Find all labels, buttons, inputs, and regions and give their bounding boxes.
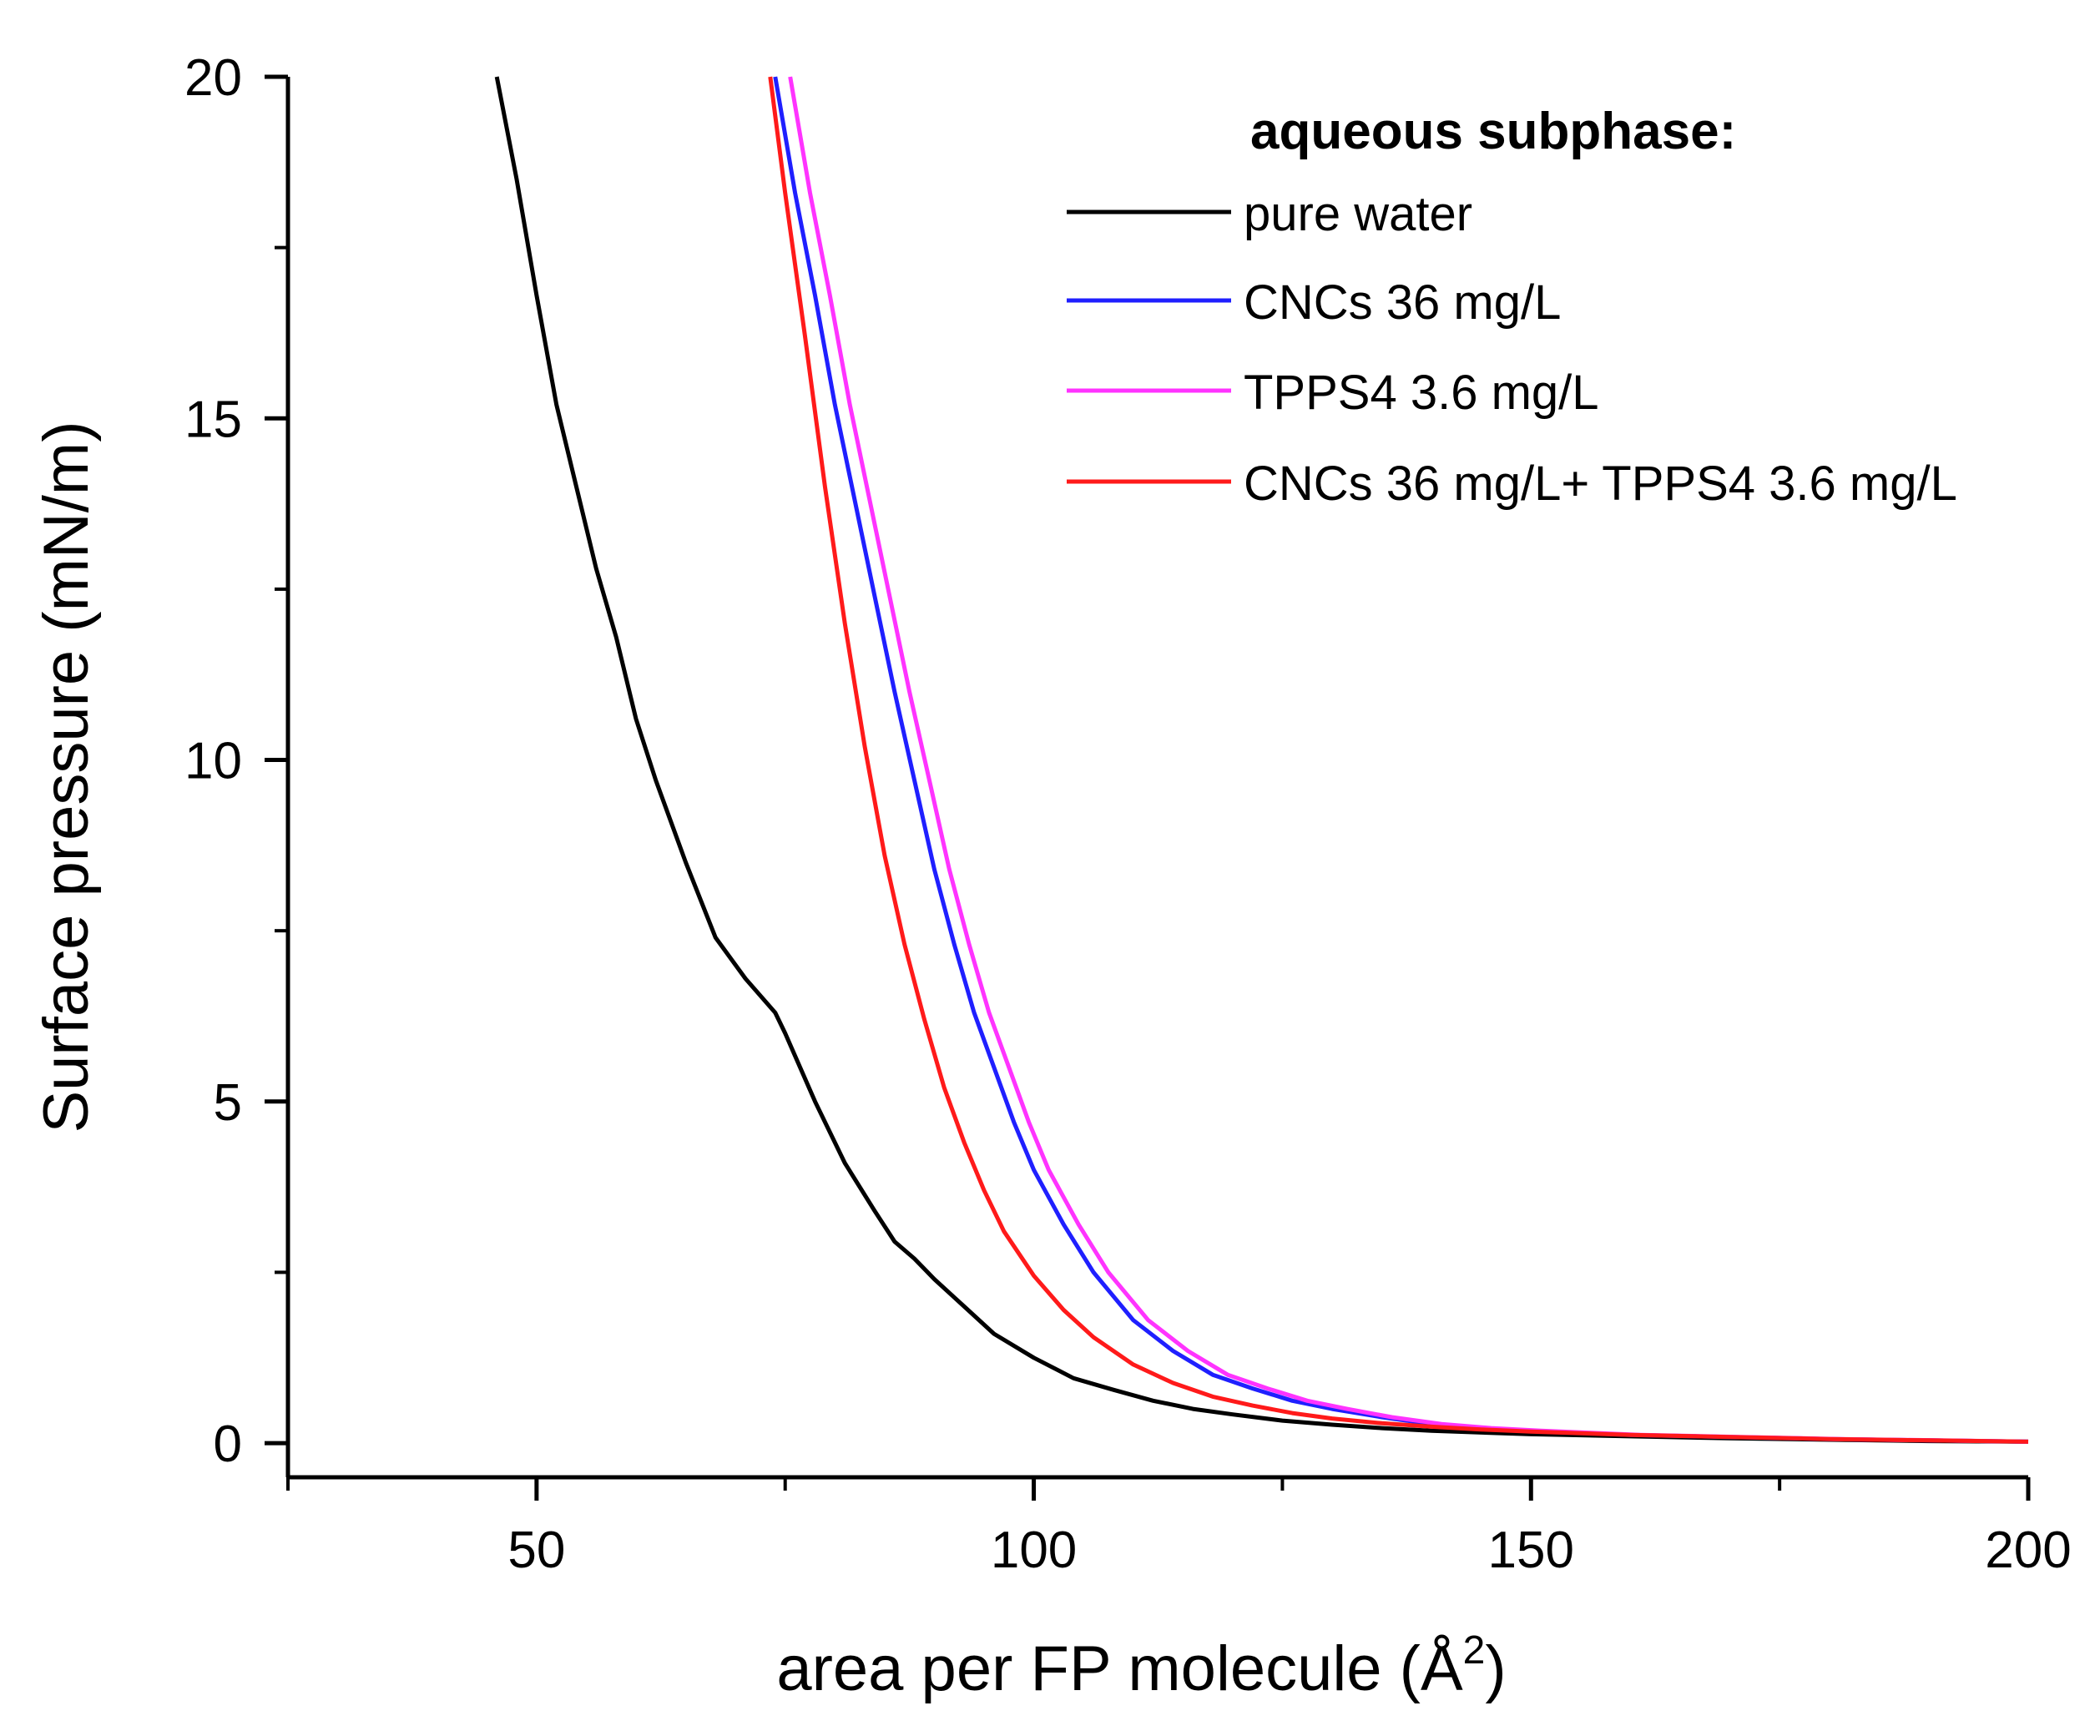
legend-label: pure water [1244, 187, 1472, 241]
axes-group [285, 77, 2028, 1480]
legend-label: CNCs 36 mg/L [1244, 275, 1561, 330]
y-tick-label: 20 [184, 49, 242, 107]
x-axis-title-close: ) [1485, 1633, 1506, 1704]
legend-title: aqueous subphase: [1250, 103, 1736, 160]
legend: aqueous subphase: pure water CNCs 36 mg/L… [1067, 103, 1957, 511]
legend-label: TPPS4 3.6 mg/L [1244, 366, 1599, 420]
x-tick-label: 150 [1488, 1522, 1574, 1579]
x-tick-label: 100 [991, 1522, 1077, 1579]
x-tick-label: 50 [507, 1522, 565, 1579]
y-tick-label: 0 [214, 1416, 242, 1473]
y-tick-label: 10 [184, 733, 242, 790]
y-axis-title: Surface pressure (mN/m) [31, 421, 102, 1133]
x-axis-title: area per FP molecule (Å2) [776, 1628, 1506, 1704]
y-tick-label: 5 [214, 1074, 242, 1132]
x-axis-title-main: area per FP molecule (Å [776, 1633, 1463, 1704]
x-axis-title-superscript: 2 [1463, 1628, 1486, 1673]
ticks-group: 0 5 10 15 20 50 100 150 200 [184, 49, 2072, 1579]
legend-label: CNCs 36 mg/L+ TPPS4 3.6 mg/L [1244, 457, 1957, 511]
series-group [494, 76, 2029, 1444]
y-tick-label: 15 [184, 391, 242, 448]
x-tick-label: 200 [1985, 1522, 2071, 1579]
series-line-1 [494, 76, 2029, 1444]
series-line-4 [768, 76, 2029, 1444]
